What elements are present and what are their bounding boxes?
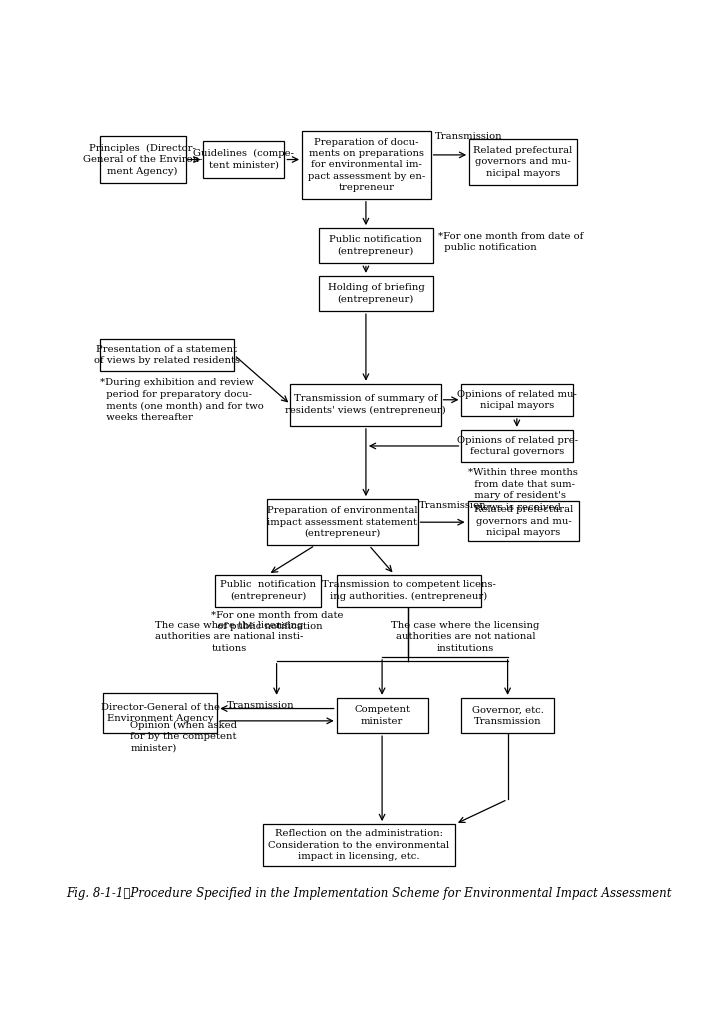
Text: The case where the licensing
authorities are national insti-
tutions: The case where the licensing authorities… bbox=[155, 621, 303, 653]
Text: Competent
minister: Competent minister bbox=[354, 705, 410, 726]
Text: Opinions of related mu-
nicipal mayors: Opinions of related mu- nicipal mayors bbox=[457, 390, 577, 410]
Bar bbox=[215, 574, 321, 607]
Text: Opinion (when asked
for by the competent
minister): Opinion (when asked for by the competent… bbox=[130, 721, 238, 753]
Bar bbox=[99, 339, 234, 371]
Text: Related prefectural
governors and mu-
nicipal mayors: Related prefectural governors and mu- ni… bbox=[473, 146, 572, 178]
Text: Transmission of summary of
residents' views (entrepreneur): Transmission of summary of residents' vi… bbox=[285, 395, 446, 415]
Text: Guidelines  (compe-
tent minister): Guidelines (compe- tent minister) bbox=[194, 149, 294, 170]
Text: Holding of briefing
(entrepreneur): Holding of briefing (entrepreneur) bbox=[328, 283, 424, 303]
Text: Transmission: Transmission bbox=[434, 132, 502, 141]
Text: *During exhibition and review
  period for preparatory docu-
  ments (one month): *During exhibition and review period for… bbox=[99, 379, 264, 421]
Text: *Within three months
  from date that sum-
  mary of resident's
  views is recei: *Within three months from date that sum-… bbox=[467, 468, 577, 512]
Bar bbox=[319, 276, 433, 312]
Bar bbox=[462, 697, 554, 733]
Bar bbox=[462, 384, 573, 416]
Bar bbox=[99, 136, 186, 184]
Text: Presentation of a statement
of views by related residents: Presentation of a statement of views by … bbox=[94, 345, 240, 365]
Bar bbox=[462, 429, 573, 462]
Text: *For one month from date
  of public notification: *For one month from date of public notif… bbox=[211, 611, 343, 631]
Text: Governor, etc.
Transmission: Governor, etc. Transmission bbox=[472, 705, 544, 726]
Text: Opinions of related pre-
fectural governors: Opinions of related pre- fectural govern… bbox=[456, 435, 577, 456]
Bar bbox=[302, 131, 431, 199]
Text: The case where the licensing
authorities are not national
institutions: The case where the licensing authorities… bbox=[391, 621, 539, 653]
Text: Public  notification
(entrepreneur): Public notification (entrepreneur) bbox=[220, 581, 316, 601]
Text: Preparation of docu-
ments on preparations
for environmental im-
pact assessment: Preparation of docu- ments on preparatio… bbox=[307, 137, 425, 192]
Bar bbox=[263, 824, 455, 867]
Bar bbox=[337, 697, 428, 733]
Bar bbox=[467, 501, 579, 541]
Bar bbox=[104, 693, 217, 733]
Bar bbox=[204, 141, 284, 178]
Bar bbox=[319, 228, 433, 264]
Text: Related prefectural
governors and mu-
nicipal mayors: Related prefectural governors and mu- ni… bbox=[474, 505, 573, 537]
Bar bbox=[337, 574, 482, 607]
Text: Director-General of the
Environment Agency: Director-General of the Environment Agen… bbox=[101, 703, 220, 724]
Text: *For one month from date of
  public notification: *For one month from date of public notif… bbox=[438, 231, 584, 253]
Text: Preparation of environmental
impact assessment statement
(entrepreneur): Preparation of environmental impact asse… bbox=[267, 506, 418, 538]
Text: Transmission: Transmission bbox=[227, 700, 294, 709]
Bar bbox=[290, 384, 441, 426]
Text: Reflection on the administration:
Consideration to the environmental
impact in l: Reflection on the administration: Consid… bbox=[269, 829, 449, 861]
Text: Fig. 8-1-1　Procedure Specified in the Implementation Scheme for Environmental Im: Fig. 8-1-1 Procedure Specified in the Im… bbox=[66, 886, 672, 899]
Bar bbox=[469, 139, 577, 185]
Text: Transmission to competent licens-
ing authorities. (entrepreneur): Transmission to competent licens- ing au… bbox=[322, 581, 496, 601]
Text: Public notification
(entrepreneur): Public notification (entrepreneur) bbox=[330, 235, 423, 256]
Text: Principles  (Director-
General of the Environ-
ment Agency): Principles (Director- General of the Env… bbox=[83, 143, 202, 176]
Bar bbox=[267, 499, 418, 545]
Text: Transmission: Transmission bbox=[419, 500, 487, 510]
